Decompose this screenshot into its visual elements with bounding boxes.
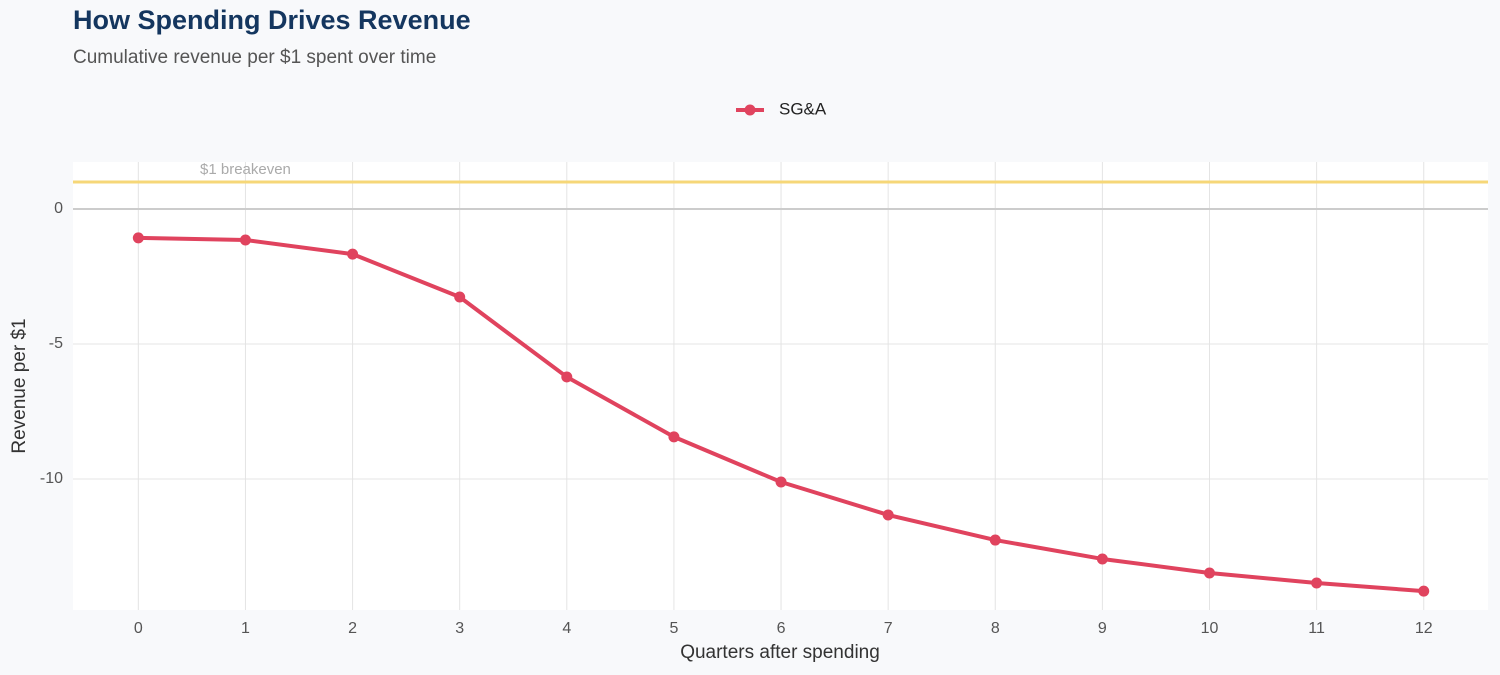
x-tick-label: 10 xyxy=(1201,620,1219,637)
data-point xyxy=(561,371,573,383)
data-point xyxy=(882,509,894,521)
x-tick-label: 11 xyxy=(1308,620,1325,637)
x-tick-label: 1 xyxy=(241,620,250,637)
x-tick-label: 3 xyxy=(455,620,464,637)
data-point xyxy=(1096,553,1108,565)
y-tick-label: -10 xyxy=(40,470,63,487)
y-tick-label: -5 xyxy=(49,335,63,352)
x-tick-label: 0 xyxy=(134,620,143,637)
data-point xyxy=(989,534,1001,546)
chart-title: How Spending Drives Revenue xyxy=(73,5,471,35)
y-tick-label: 0 xyxy=(54,200,63,217)
data-point xyxy=(454,291,466,303)
y-axis-label: Revenue per $1 xyxy=(9,318,30,453)
x-tick-label: 5 xyxy=(669,620,678,637)
x-tick-label: 4 xyxy=(562,620,571,637)
data-point xyxy=(1418,585,1430,597)
x-tick-label: 2 xyxy=(348,620,357,637)
x-axis-label: Quarters after spending xyxy=(680,642,880,663)
x-tick-label: 8 xyxy=(991,620,1000,637)
x-tick-label: 9 xyxy=(1098,620,1107,637)
legend-marker xyxy=(744,104,756,116)
x-tick-label: 7 xyxy=(884,620,893,637)
plot-area xyxy=(73,162,1488,610)
data-point xyxy=(775,476,787,488)
chart-subtitle: Cumulative revenue per $1 spent over tim… xyxy=(73,47,436,68)
reference-label: $1 breakeven xyxy=(200,161,291,178)
legend-label: SG&A xyxy=(779,99,827,118)
data-point xyxy=(347,248,359,260)
x-tick-label: 12 xyxy=(1415,620,1433,637)
data-point xyxy=(668,431,680,443)
data-point xyxy=(1203,567,1215,579)
data-point xyxy=(1311,577,1323,589)
data-point xyxy=(132,232,144,244)
data-point xyxy=(239,234,251,246)
x-tick-label: 6 xyxy=(777,620,786,637)
